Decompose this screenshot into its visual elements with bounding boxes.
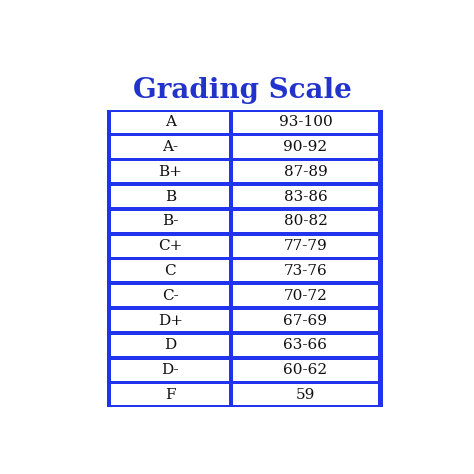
Text: C: C	[164, 264, 176, 278]
Bar	[233, 384, 378, 405]
Text: 67-69: 67-69	[283, 313, 328, 328]
Text: 90-92: 90-92	[283, 140, 328, 154]
Bar	[233, 236, 378, 257]
Text: B+: B+	[158, 165, 182, 179]
Bar	[233, 285, 378, 306]
Bar	[233, 186, 378, 207]
Bar	[111, 260, 229, 282]
Bar	[111, 335, 229, 356]
Bar	[233, 112, 378, 133]
Text: 87-89: 87-89	[283, 165, 328, 179]
Text: B: B	[165, 190, 176, 203]
Bar	[111, 285, 229, 306]
Bar	[111, 384, 229, 405]
Bar	[111, 359, 229, 381]
Bar	[111, 161, 229, 182]
Text: 59: 59	[296, 388, 315, 402]
Text: D-: D-	[162, 363, 179, 377]
Text: A: A	[165, 115, 176, 129]
Bar	[233, 335, 378, 356]
Bar	[233, 359, 378, 381]
Bar	[111, 310, 229, 331]
Text: 77-79: 77-79	[283, 239, 328, 253]
Text: 80-82: 80-82	[283, 214, 328, 228]
Bar	[107, 110, 383, 407]
Bar	[233, 260, 378, 282]
Text: C-: C-	[162, 289, 179, 303]
Bar	[233, 137, 378, 157]
Text: 73-76: 73-76	[283, 264, 328, 278]
Text: 63-66: 63-66	[283, 338, 328, 352]
Bar	[111, 112, 229, 133]
Text: A-: A-	[162, 140, 178, 154]
Text: C+: C+	[158, 239, 182, 253]
Text: 83-86: 83-86	[283, 190, 328, 203]
Text: F: F	[165, 388, 175, 402]
Bar	[111, 137, 229, 157]
Bar	[233, 211, 378, 232]
Text: Grading Scale: Grading Scale	[134, 77, 352, 104]
Bar	[111, 236, 229, 257]
Bar	[111, 211, 229, 232]
Bar	[233, 310, 378, 331]
Text: 93-100: 93-100	[279, 115, 332, 129]
Text: D: D	[164, 338, 176, 352]
Text: D+: D+	[158, 313, 183, 328]
Bar	[111, 186, 229, 207]
Text: B-: B-	[162, 214, 179, 228]
Bar	[233, 161, 378, 182]
Text: 60-62: 60-62	[283, 363, 328, 377]
Text: 70-72: 70-72	[283, 289, 328, 303]
